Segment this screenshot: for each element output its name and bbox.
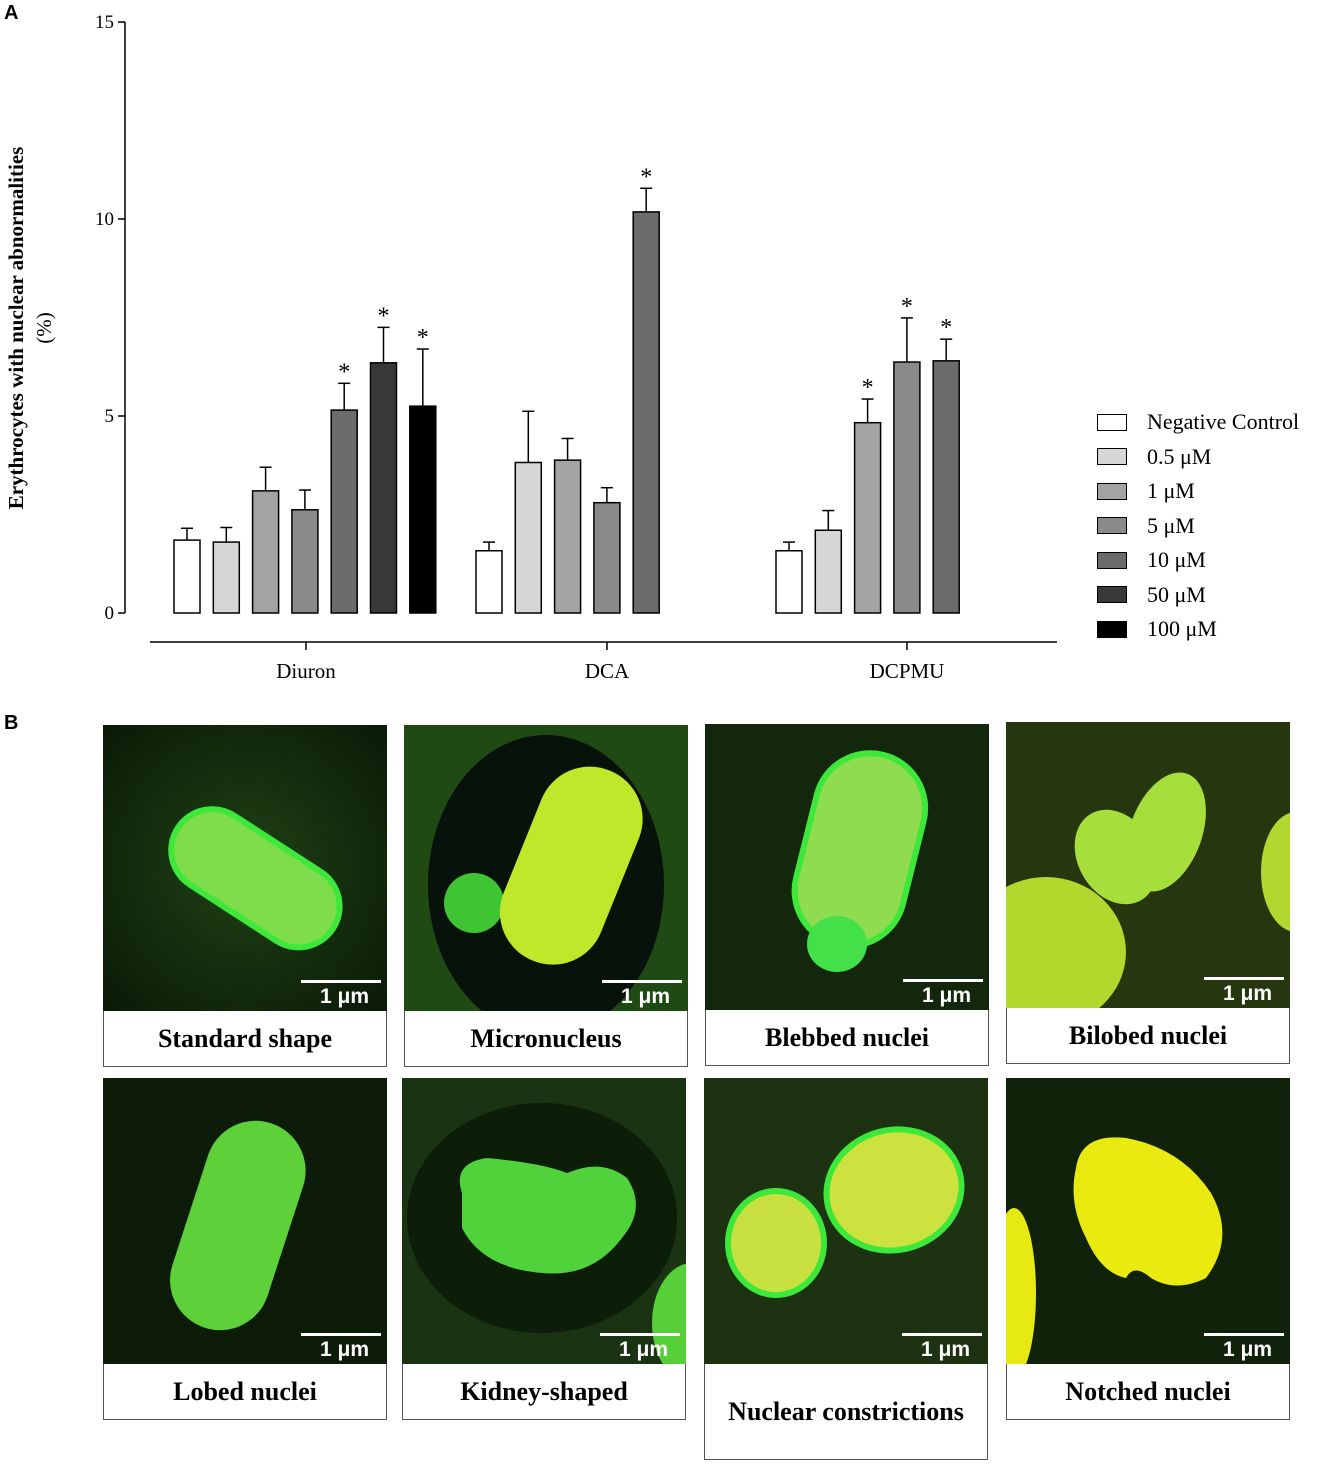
scale-label: 1 μm	[319, 985, 369, 1008]
micrograph-caption: Bilobed nuclei	[1006, 1008, 1290, 1064]
bar	[853, 421, 882, 614]
scale-label: 1 μm	[1222, 982, 1272, 1005]
x-category-label: DCA	[585, 659, 630, 683]
bar	[251, 490, 280, 614]
significance-marker: *	[640, 164, 652, 190]
legend-label: 100 μM	[1147, 616, 1217, 642]
scale-label: 1 μm	[1222, 1338, 1272, 1361]
x-category-label: DCPMU	[870, 659, 945, 683]
chart-legend: Negative Control 0.5 μM 1 μM 5 μM 10 μM …	[1097, 405, 1299, 647]
micrograph-caption: Kidney-shaped	[402, 1364, 686, 1420]
scale-bar	[301, 980, 381, 983]
scale-label: 1 μm	[618, 1338, 668, 1361]
micrograph-bilobed-nuclei: 1 μm Bilobed nuclei	[1006, 722, 1290, 1064]
y-tick-label: 15	[95, 12, 114, 33]
micrograph-micronucleus: 1 μm Micronucleus	[404, 725, 688, 1067]
scale-bar	[1204, 1333, 1284, 1336]
scale-bar	[1204, 977, 1284, 980]
legend-swatch	[1097, 448, 1127, 466]
legend-swatch	[1097, 551, 1127, 569]
y-axis-title: Erythrocytes with nuclear abnormalities	[4, 147, 28, 510]
y-tick-label: 10	[95, 209, 114, 230]
legend-swatch	[1097, 413, 1127, 431]
bar	[212, 541, 241, 614]
significance-marker: *	[901, 294, 913, 320]
micrograph-caption: Lobed nuclei	[103, 1364, 387, 1420]
scale-bar	[301, 1333, 381, 1336]
panel-b-label: B	[4, 712, 19, 734]
y-tick-label: 0	[105, 603, 115, 624]
bar	[553, 459, 582, 614]
legend-swatch	[1097, 517, 1127, 535]
legend-item: Negative Control	[1097, 405, 1299, 440]
micrograph-image: 1 μm	[704, 1078, 988, 1364]
micrograph-caption: Micronucleus	[404, 1011, 688, 1067]
scale-bar	[600, 1333, 680, 1336]
legend-item: 5 μM	[1097, 509, 1299, 544]
legend-item: 50 μM	[1097, 578, 1299, 613]
bar	[475, 549, 503, 614]
bar	[632, 211, 660, 614]
micrograph-lobed-nuclei: 1 μm Lobed nuclei	[103, 1078, 387, 1420]
micrograph-standard-shape: 1 μm Standard shape	[103, 725, 387, 1067]
legend-swatch	[1097, 586, 1127, 604]
micrograph-image: 1 μm	[1006, 1078, 1290, 1364]
x-category-label: Diuron	[276, 659, 336, 683]
legend-label: 5 μM	[1147, 512, 1195, 538]
micrograph-caption: Nuclear constrictions	[704, 1364, 988, 1460]
legend-label: Negative Control	[1147, 409, 1300, 435]
bar	[814, 529, 843, 614]
micrograph-image: 1 μm	[404, 725, 688, 1011]
bar	[932, 360, 960, 614]
bar	[369, 362, 398, 614]
scale-bar	[602, 980, 682, 983]
significance-marker: *	[378, 303, 390, 329]
legend-swatch	[1097, 482, 1127, 500]
significance-marker: *	[862, 375, 874, 401]
bar	[409, 405, 437, 614]
scale-bar	[902, 1333, 982, 1336]
micrograph-image: 1 μm	[705, 724, 989, 1010]
scale-bar	[903, 979, 983, 982]
bar-chart: 0 5 10 15 Erythrocytes with nuclear abnormal…	[4, 12, 1057, 683]
micrograph-image: 1 μm	[402, 1078, 686, 1364]
micrograph-caption: Blebbed nuclei	[705, 1010, 989, 1066]
micrograph-notched-nuclei: 1 μm Notched nuclei	[1006, 1078, 1290, 1420]
legend-label: 0.5 μM	[1147, 443, 1212, 469]
scale-label: 1 μm	[920, 1338, 970, 1361]
micrograph-image: 1 μm	[1006, 722, 1290, 1008]
y-tick-label: 5	[105, 406, 115, 427]
legend-item: 10 μM	[1097, 543, 1299, 578]
bar	[893, 361, 921, 614]
scale-label: 1 μm	[620, 985, 670, 1008]
legend-label: 1 μM	[1147, 478, 1195, 504]
legend-item: 100 μM	[1097, 612, 1299, 647]
significance-marker: *	[338, 359, 350, 385]
micrograph-caption: Notched nuclei	[1006, 1364, 1290, 1420]
bar	[514, 461, 543, 614]
legend-item: 0.5 μM	[1097, 440, 1299, 475]
significance-marker: *	[940, 315, 952, 341]
scale-label: 1 μm	[921, 984, 971, 1007]
micrograph-kidney-shaped: 1 μm Kidney-shaped	[402, 1078, 686, 1420]
micrograph-nuclear-constrictions: 1 μm Nuclear constrictions	[704, 1078, 988, 1460]
legend-label: 50 μM	[1147, 581, 1206, 607]
panel-a-label: A	[4, 2, 19, 24]
bar	[173, 539, 201, 614]
micrograph-image: 1 μm	[103, 1078, 387, 1364]
bar	[291, 509, 319, 614]
legend-label: 10 μM	[1147, 547, 1206, 573]
micrograph-caption: Standard shape	[103, 1011, 387, 1067]
bar	[593, 501, 621, 614]
bar	[330, 409, 358, 614]
bar	[775, 549, 803, 614]
legend-item: 1 μM	[1097, 474, 1299, 509]
significance-marker: *	[417, 325, 429, 351]
y-axis-title-unit: (%)	[32, 312, 56, 343]
micrograph-image: 1 μm	[103, 725, 387, 1011]
micrograph-blebbed-nuclei: 1 μm Blebbed nuclei	[705, 724, 989, 1066]
legend-swatch	[1097, 620, 1127, 638]
scale-label: 1 μm	[319, 1338, 369, 1361]
